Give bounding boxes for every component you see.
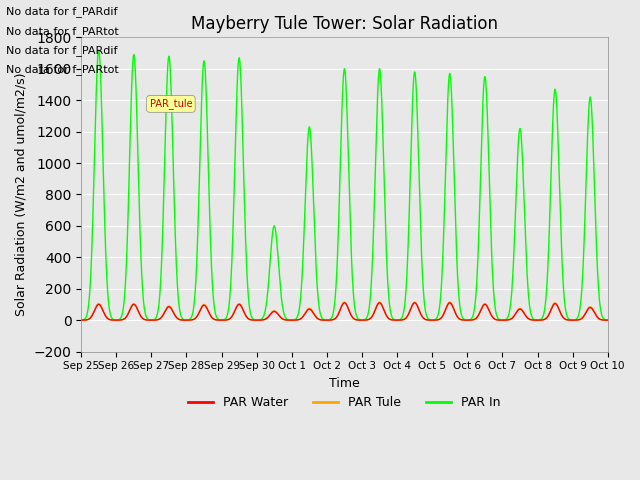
PAR Tule: [302, 309, 310, 314]
Line: PAR Water: PAR Water: [81, 303, 608, 320]
PAR Water: [302, 309, 310, 315]
Text: No data for f_PARtot: No data for f_PARtot: [6, 64, 119, 75]
PAR In: [280, 308, 287, 313]
PAR Water: [594, 314, 602, 320]
PAR Tule: [77, 317, 85, 323]
Line: PAR Tule: PAR Tule: [81, 302, 608, 320]
Y-axis label: Solar Radiation (W/m2 and umol/m2/s): Solar Radiation (W/m2 and umol/m2/s): [15, 72, 28, 316]
Title: Mayberry Tule Tower: Solar Radiation: Mayberry Tule Tower: Solar Radiation: [191, 15, 498, 33]
PAR Tule: [138, 314, 145, 320]
PAR In: [604, 317, 612, 323]
PAR Water: [279, 316, 287, 322]
PAR Water: [604, 317, 612, 323]
PAR In: [594, 269, 602, 275]
PAR In: [169, 138, 177, 144]
PAR Tule: [594, 314, 602, 320]
Text: No data for f_PARdif: No data for f_PARdif: [6, 45, 118, 56]
PAR In: [302, 174, 310, 180]
Legend: PAR Water, PAR Tule, PAR In: PAR Water, PAR Tule, PAR In: [183, 391, 506, 414]
X-axis label: Time: Time: [329, 377, 360, 390]
Line: PAR In: PAR In: [81, 50, 608, 320]
PAR Tule: [604, 317, 612, 323]
PAR Water: [77, 317, 85, 323]
PAR Water: [138, 314, 145, 320]
PAR In: [138, 264, 145, 270]
Text: PAR_tule: PAR_tule: [150, 98, 192, 109]
PAR Tule: [537, 317, 545, 323]
PAR Water: [446, 300, 454, 306]
PAR In: [77, 317, 85, 323]
PAR Water: [168, 308, 176, 313]
PAR Tule: [279, 316, 287, 322]
PAR Tule: [168, 307, 176, 313]
PAR In: [537, 316, 545, 322]
PAR Tule: [446, 299, 454, 305]
Text: No data for f_PARdif: No data for f_PARdif: [6, 6, 118, 17]
PAR Water: [537, 317, 545, 323]
Text: No data for f_PARtot: No data for f_PARtot: [6, 25, 119, 36]
PAR In: [95, 47, 102, 53]
